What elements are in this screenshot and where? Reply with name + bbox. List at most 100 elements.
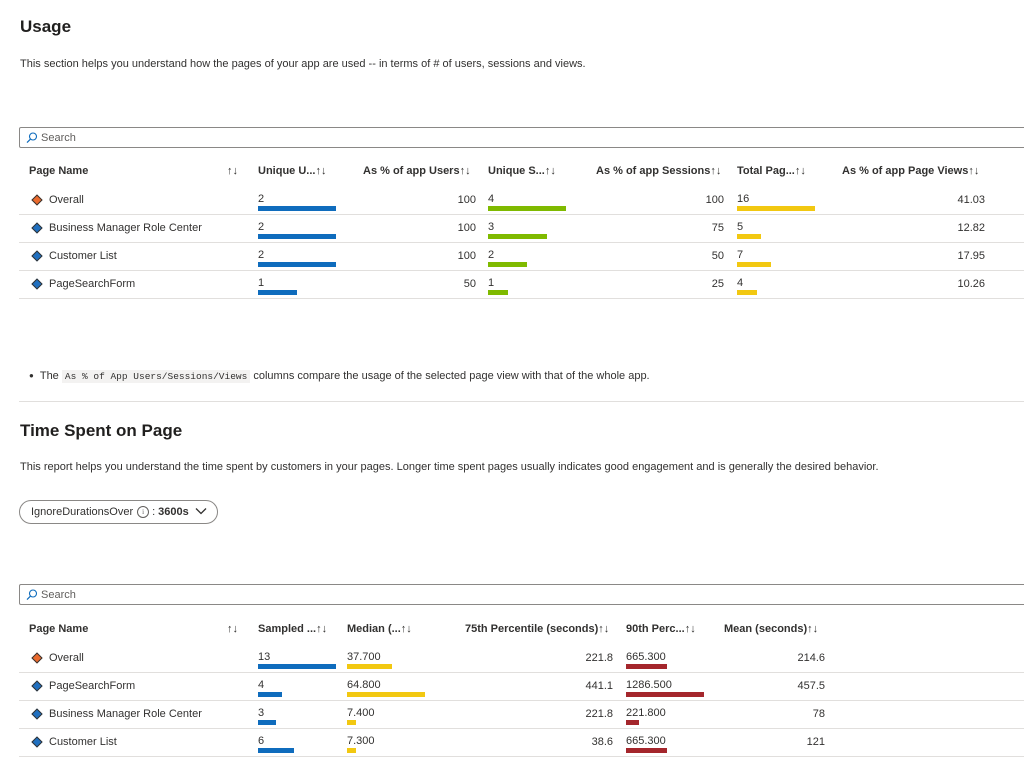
column-header-mean[interactable]: Mean (seconds)↑↓	[724, 623, 819, 635]
column-header-p75[interactable]: 75th Percentile (seconds)↑↓	[465, 623, 610, 635]
median-value: 7.300	[347, 735, 375, 747]
page-name-cell[interactable]: Business Manager Role Center	[29, 214, 202, 242]
pct-users-value: 100	[457, 194, 476, 206]
unique-users-bar	[258, 262, 336, 267]
sort-icon[interactable]: ↑↓	[227, 165, 238, 177]
table-row[interactable]: PageSearchForm 1 50 1 25 4 10.26	[19, 270, 1024, 299]
mean-value: 121	[806, 736, 825, 748]
time-table-header: Page Name ↑↓ Sampled ...↑↓ Median (...↑↓…	[19, 615, 1024, 643]
total-page-views-bar	[737, 290, 757, 295]
sampled-value: 13	[258, 651, 271, 663]
filter-label: IgnoreDurationsOver	[31, 506, 134, 518]
unique-users-cell: 1	[258, 270, 336, 298]
unique-sessions-cell: 1	[488, 270, 566, 298]
table-row[interactable]: Customer List 6 7.300 38.6 665.300 121	[19, 728, 1024, 757]
sampled-value: 4	[258, 679, 265, 691]
time-search-box[interactable]	[19, 584, 1024, 605]
unique-sessions-cell: 3	[488, 214, 566, 242]
p90-bar	[626, 692, 704, 697]
page-name: Overall	[49, 194, 84, 206]
column-header-unique-users[interactable]: Unique U...↑↓	[258, 165, 327, 177]
median-bar	[347, 664, 392, 669]
p90-cell: 221.800	[626, 700, 704, 728]
pct-page-views-value: 10.26	[957, 278, 985, 290]
table-row[interactable]: Overall 2 100 4 100 16 41.03	[19, 186, 1024, 215]
section-divider	[19, 401, 1024, 402]
page-name-cell[interactable]: Customer List	[29, 242, 117, 270]
total-page-views-cell: 16	[737, 186, 815, 214]
unique-sessions-cell: 4	[488, 186, 566, 214]
usage-search-box[interactable]	[19, 127, 1024, 148]
table-row[interactable]: Customer List 2 100 2 50 7 17.95	[19, 242, 1024, 271]
p75-value: 221.8	[585, 708, 613, 720]
median-value: 64.800	[347, 679, 381, 691]
table-row[interactable]: PageSearchForm 4 64.800 441.1 1286.500 457.5	[19, 672, 1024, 701]
mean-value: 457.5	[797, 680, 825, 692]
pct-users-value: 100	[457, 250, 476, 262]
time-search-input[interactable]	[41, 588, 941, 601]
column-header-pct-users[interactable]: As % of app Users↑↓	[363, 165, 471, 177]
unique-users-bar	[258, 290, 297, 295]
median-cell: 7.300	[347, 728, 425, 756]
unique-sessions-value: 4	[488, 193, 495, 205]
sort-icon[interactable]: ↑↓	[227, 623, 238, 635]
column-header-sampled[interactable]: Sampled ...↑↓	[258, 623, 328, 635]
sort-icon: ↑↓	[598, 623, 610, 635]
usage-search-input[interactable]	[41, 131, 941, 144]
sort-icon: ↑↓	[710, 165, 722, 177]
p75-value: 221.8	[585, 652, 613, 664]
median-bar	[347, 748, 356, 753]
usage-title: Usage	[20, 17, 72, 36]
orange-diamond-icon	[31, 652, 43, 664]
unique-sessions-value: 2	[488, 249, 495, 261]
column-header-page-name[interactable]: Page Name	[29, 623, 89, 635]
column-header-median[interactable]: Median (...↑↓	[347, 623, 412, 635]
sampled-cell: 13	[258, 644, 336, 672]
page-name-cell[interactable]: PageSearchForm	[29, 672, 135, 700]
mean-value: 214.6	[797, 652, 825, 664]
unique-users-cell: 2	[258, 186, 336, 214]
table-row[interactable]: Business Manager Role Center 3 7.400 221.8 2…	[19, 700, 1024, 729]
total-page-views-cell: 7	[737, 242, 815, 270]
table-row[interactable]: Business Manager Role Center 2 100 3 75 5 12.8…	[19, 214, 1024, 243]
column-header-unique-sessions[interactable]: Unique S...↑↓	[488, 165, 556, 177]
page-name: Business Manager Role Center	[49, 708, 202, 720]
bullet-icon: ●	[29, 371, 34, 380]
sort-icon: ↑↓	[807, 623, 819, 635]
blue-diamond-icon	[31, 222, 43, 234]
time-spent-title: Time Spent on Page	[20, 421, 183, 440]
column-header-total-page-views[interactable]: Total Pag...↑↓	[737, 165, 806, 177]
median-cell: 7.400	[347, 700, 425, 728]
unique-sessions-cell: 2	[488, 242, 566, 270]
mean-value: 78	[812, 708, 825, 720]
table-row[interactable]: Overall 13 37.700 221.8 665.300 214.6	[19, 644, 1024, 673]
sampled-bar	[258, 664, 336, 669]
column-header-page-name[interactable]: Page Name	[29, 165, 89, 177]
info-icon[interactable]: i	[137, 506, 150, 518]
page-name: Customer List	[49, 250, 117, 262]
page-name-cell[interactable]: Business Manager Role Center	[29, 700, 202, 728]
column-header-pct-sessions[interactable]: As % of app Sessions↑↓	[596, 165, 722, 177]
sampled-bar	[258, 748, 294, 753]
column-header-pct-page-views[interactable]: As % of app Page Views↑↓	[842, 165, 980, 177]
blue-diamond-icon	[31, 278, 43, 290]
blue-diamond-icon	[31, 708, 43, 720]
p90-cell: 665.300	[626, 728, 704, 756]
page-name-cell[interactable]: Customer List	[29, 728, 117, 756]
pct-sessions-value: 25	[711, 278, 724, 290]
total-page-views-value: 5	[737, 221, 744, 233]
p90-bar	[626, 664, 667, 669]
page-name-cell[interactable]: PageSearchForm	[29, 270, 135, 298]
page-name-cell[interactable]: Overall	[29, 186, 84, 214]
column-header-p90[interactable]: 90th Perc...↑↓	[626, 623, 696, 635]
median-value: 37.700	[347, 651, 381, 663]
unique-users-value: 2	[258, 249, 265, 261]
ignore-durations-filter-button[interactable]: IgnoreDurationsOver i : 3600s	[19, 500, 218, 524]
p90-cell: 1286.500	[626, 672, 704, 700]
page-name: PageSearchForm	[49, 278, 136, 290]
page-name-cell[interactable]: Overall	[29, 644, 84, 672]
pct-page-views-value: 41.03	[957, 194, 985, 206]
page-name: Overall	[49, 652, 84, 664]
p75-value: 441.1	[585, 680, 613, 692]
unique-sessions-bar	[488, 262, 527, 267]
